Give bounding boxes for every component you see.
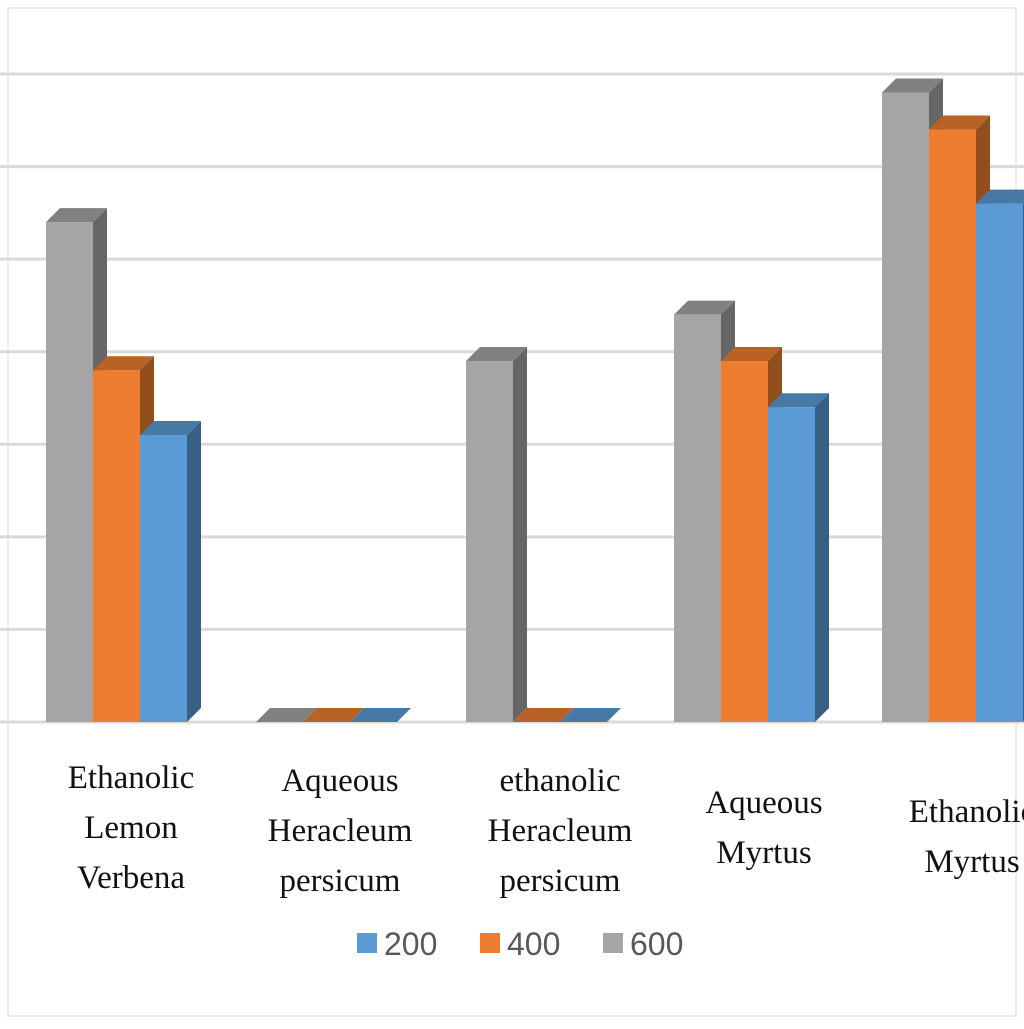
bar-front bbox=[768, 407, 815, 722]
legend-label: 200 bbox=[384, 926, 437, 962]
bar-front bbox=[721, 360, 768, 722]
category-label: ethanolic Heracleum persicum bbox=[488, 763, 633, 899]
bar-400 bbox=[303, 708, 364, 722]
bar-200 bbox=[350, 708, 411, 722]
bar-front bbox=[140, 435, 187, 722]
category-label-line: Ethanolic bbox=[68, 760, 194, 796]
bar-600 bbox=[46, 208, 107, 723]
bar-side bbox=[187, 421, 201, 722]
category-label-line: persicum bbox=[500, 863, 621, 899]
legend-item-400: 400 bbox=[480, 926, 560, 962]
category-label-line: Myrtus bbox=[716, 835, 811, 871]
bar-top bbox=[140, 421, 201, 436]
legend-label: 600 bbox=[630, 926, 683, 962]
bar-top bbox=[350, 708, 411, 722]
bar-front bbox=[674, 314, 721, 722]
category-group bbox=[674, 300, 829, 722]
bar-top bbox=[768, 393, 829, 408]
category-label-line: Aqueous bbox=[705, 785, 822, 821]
bar-side bbox=[815, 393, 829, 722]
legend-swatch bbox=[480, 933, 500, 953]
bar-front bbox=[93, 370, 140, 722]
category-label-line: Lemon bbox=[84, 810, 177, 846]
bar-front bbox=[929, 129, 976, 723]
bar-200 bbox=[140, 421, 201, 722]
bar-top bbox=[929, 115, 990, 130]
bar-top bbox=[882, 78, 943, 93]
bar-200 bbox=[976, 189, 1024, 723]
bar-400 bbox=[513, 708, 574, 722]
category-group bbox=[882, 78, 1024, 723]
bar-200 bbox=[768, 393, 829, 722]
category-label: Ethanolic Myrtus bbox=[909, 794, 1024, 880]
category-label-line: persicum bbox=[280, 863, 401, 899]
legend-label: 400 bbox=[507, 926, 560, 962]
category-label-line: ethanolic bbox=[500, 763, 621, 799]
legend-item-600: 600 bbox=[603, 926, 683, 962]
bar-top bbox=[560, 708, 621, 722]
bar-front bbox=[976, 203, 1023, 723]
legend-item-200: 200 bbox=[357, 926, 437, 962]
bar-600 bbox=[466, 346, 527, 722]
bar-top bbox=[721, 346, 782, 361]
category-label-line: Aqueous bbox=[281, 763, 398, 799]
bar-top bbox=[303, 708, 364, 722]
category-label: Ethanolic Lemon Verbena bbox=[68, 760, 194, 896]
legend-swatch bbox=[603, 933, 623, 953]
legend-swatch bbox=[357, 933, 377, 953]
category-label-line: Ethanolic bbox=[909, 794, 1024, 830]
bar-top bbox=[976, 189, 1024, 204]
bars bbox=[46, 78, 1024, 723]
category-label-line: Heracleum bbox=[268, 813, 413, 849]
category-group bbox=[256, 708, 411, 722]
bar-600 bbox=[256, 708, 317, 722]
bar-top bbox=[46, 208, 107, 223]
category-label: Aqueous Heracleum persicum bbox=[268, 763, 413, 899]
bar-front bbox=[466, 360, 513, 722]
bar-200 bbox=[560, 708, 621, 722]
bar-front bbox=[46, 222, 93, 722]
bar-top bbox=[513, 708, 574, 722]
bar-top bbox=[674, 300, 735, 315]
legend: 200 400 600 bbox=[357, 926, 683, 962]
bar-top bbox=[93, 356, 154, 371]
category-group bbox=[466, 346, 621, 722]
category-labels: Ethanolic Lemon Verbena Aqueous Heracleum per… bbox=[68, 760, 1024, 899]
bar-side bbox=[513, 346, 527, 722]
category-label-line: Verbena bbox=[77, 860, 185, 896]
category-label-line: Heracleum bbox=[488, 813, 633, 849]
category-group bbox=[46, 208, 201, 723]
bar-top bbox=[256, 708, 317, 722]
bar-top bbox=[466, 346, 527, 361]
category-label: Aqueous Myrtus bbox=[705, 785, 822, 871]
bar-front bbox=[882, 92, 929, 722]
category-label-line: Myrtus bbox=[924, 844, 1019, 880]
